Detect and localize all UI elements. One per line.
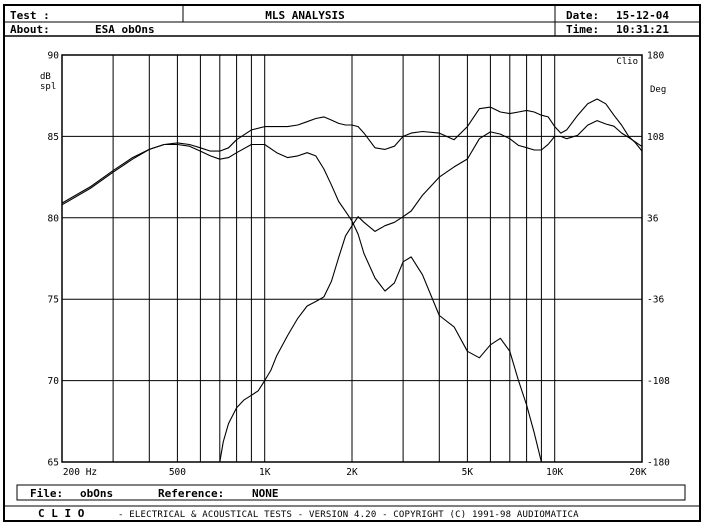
y-tick-right-label: 108 xyxy=(647,132,664,143)
about-label: About: xyxy=(10,23,50,36)
x-tick-label: 200 Hz xyxy=(63,467,97,478)
window-title: MLS ANALYSIS xyxy=(265,9,344,22)
y-unit-spl: spl xyxy=(40,82,56,92)
file-label: File: xyxy=(30,487,63,500)
reference-label: Reference: xyxy=(158,487,224,500)
series-line-3 xyxy=(219,120,643,463)
file-bar: File: obOns Reference: NONE xyxy=(16,484,686,501)
reference-value: NONE xyxy=(252,487,279,500)
y-axis-label-right: Deg xyxy=(650,85,666,95)
y-tick-right-label: -36 xyxy=(647,295,664,306)
date-label: Date: xyxy=(566,9,599,22)
about-value: ESA obOns xyxy=(95,23,155,36)
footer: C L I O - ELECTRICAL & ACOUSTICAL TESTS … xyxy=(4,505,700,520)
grid xyxy=(62,55,642,462)
y-unit-db: dB xyxy=(40,72,51,82)
y-tick-left-label: 70 xyxy=(48,376,60,387)
y-ticks-right: -180 -108 -36 36 108 180 xyxy=(647,51,670,469)
series-line-1 xyxy=(61,98,643,206)
time-value: 10:31:21 xyxy=(616,23,669,36)
y-ticks-left: 65 70 75 80 85 90 xyxy=(48,51,60,469)
x-tick-label: 5K xyxy=(462,467,474,478)
footer-brand: C L I O xyxy=(38,507,85,520)
y-tick-right-label: 36 xyxy=(647,213,659,224)
x-ticks: 200 Hz 500 1K 2K 5K 10K 20K xyxy=(63,467,647,478)
y-axis-label-left: dB spl xyxy=(40,72,56,92)
x-tick-label: 500 xyxy=(169,467,186,478)
footer-text: - ELECTRICAL & ACOUSTICAL TESTS - VERSIO… xyxy=(118,510,579,520)
time-label: Time: xyxy=(566,23,599,36)
y-tick-left-label: 90 xyxy=(48,51,60,62)
y-tick-left-label: 80 xyxy=(48,213,60,224)
date-value: 15-12-04 xyxy=(616,9,669,22)
y-tick-right-label: 180 xyxy=(647,51,664,62)
plot-area: 65 70 75 80 85 90 -180 -108 -36 36 108 180 200 Hz 5… xyxy=(40,51,670,479)
y-tick-right-label: -180 xyxy=(647,458,670,469)
outer-border xyxy=(3,4,701,522)
x-tick-label: 10K xyxy=(546,467,563,478)
header: Test : About: ESA obOns MLS ANALYSIS Dat… xyxy=(4,5,700,37)
y-tick-left-label: 85 xyxy=(48,132,59,143)
x-tick-label: 20K xyxy=(629,467,646,478)
clio-corner-label: Clio xyxy=(616,57,638,67)
file-value: obOns xyxy=(80,487,113,500)
series-line-2 xyxy=(61,143,542,463)
y-tick-left-label: 75 xyxy=(48,295,59,306)
x-tick-label: 1K xyxy=(259,467,271,478)
y-tick-left-label: 65 xyxy=(48,458,59,469)
x-tick-label: 2K xyxy=(346,467,358,478)
y-tick-right-label: -108 xyxy=(647,376,670,387)
series xyxy=(61,98,643,463)
test-label: Test : xyxy=(10,9,50,22)
